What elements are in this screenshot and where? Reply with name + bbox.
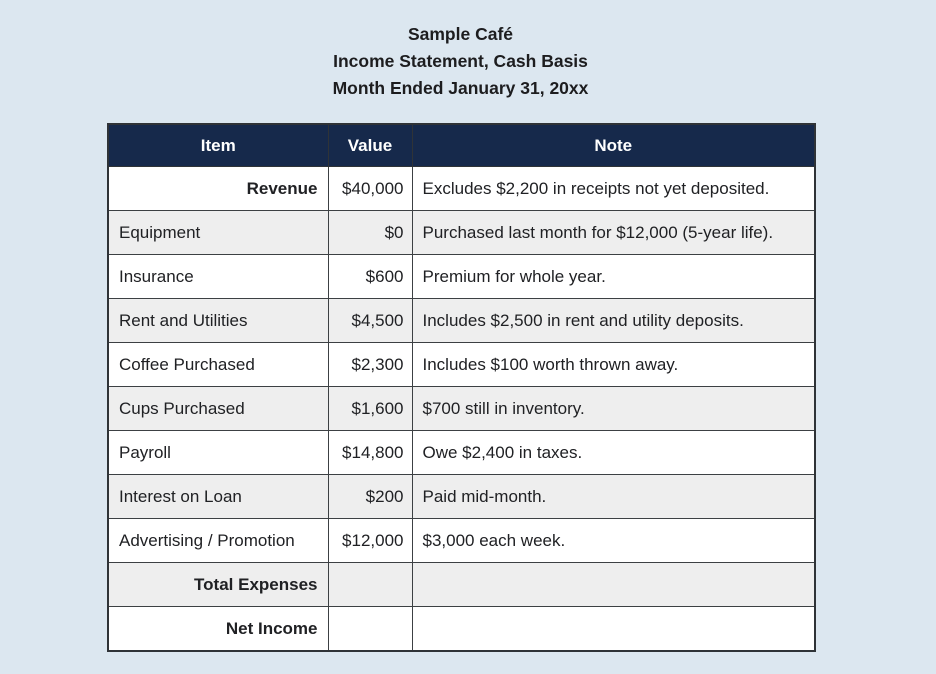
value-cell: $0 [327, 210, 413, 255]
title-period: Month Ended January 31, 20xx [332, 78, 589, 98]
table-row-equipment: Equipment $0 Purchased last month for $1… [107, 210, 816, 255]
table-header: Item Value Note [107, 123, 816, 167]
item-cell: Insurance [107, 254, 329, 299]
item-cell: Advertising / Promotion [107, 518, 329, 563]
table-row-coffee-purchased: Coffee Purchased $2,300 Includes $100 wo… [107, 342, 816, 387]
note-cell: $3,000 each week. [411, 518, 816, 563]
value-cell: $14,800 [327, 430, 413, 475]
value-cell [327, 562, 413, 607]
header-row: Item Value Note [107, 123, 816, 167]
table-body: Revenue $40,000 Excludes $2,200 in recei… [107, 166, 816, 652]
table-row-rent-utilities: Rent and Utilities $4,500 Includes $2,50… [107, 298, 816, 343]
income-statement-table: Item Value Note Revenue $40,000 Excludes… [107, 123, 816, 652]
table-row-total-expenses: Total Expenses [107, 562, 816, 607]
item-cell: Interest on Loan [107, 474, 329, 519]
value-cell [327, 606, 413, 652]
item-cell: Cups Purchased [107, 386, 329, 431]
title-company: Sample Café [407, 24, 514, 44]
table-row-revenue: Revenue $40,000 Excludes $2,200 in recei… [107, 166, 816, 211]
value-cell: $40,000 [327, 166, 413, 211]
item-cell: Equipment [107, 210, 329, 255]
note-cell: Excludes $2,200 in receipts not yet depo… [411, 166, 816, 211]
value-cell: $12,000 [327, 518, 413, 563]
table-row-payroll: Payroll $14,800 Owe $2,400 in taxes. [107, 430, 816, 475]
table-row-net-income: Net Income [107, 606, 816, 652]
item-cell: Net Income [107, 606, 329, 652]
note-cell [411, 606, 816, 652]
note-cell: Purchased last month for $12,000 (5-year… [411, 210, 816, 255]
document-title: Sample Café Income Statement, Cash Basis… [107, 21, 814, 102]
value-cell: $200 [327, 474, 413, 519]
column-header-value: Value [327, 123, 413, 167]
column-header-note: Note [411, 123, 816, 167]
value-cell: $600 [327, 254, 413, 299]
note-cell [411, 562, 816, 607]
value-cell: $4,500 [327, 298, 413, 343]
column-header-item: Item [107, 123, 329, 167]
item-cell: Payroll [107, 430, 329, 475]
table-row-insurance: Insurance $600 Premium for whole year. [107, 254, 816, 299]
note-cell: Includes $2,500 in rent and utility depo… [411, 298, 816, 343]
note-cell: Owe $2,400 in taxes. [411, 430, 816, 475]
table-row-advertising-promotion: Advertising / Promotion $12,000 $3,000 e… [107, 518, 816, 563]
table-row-cups-purchased: Cups Purchased $1,600 $700 still in inve… [107, 386, 816, 431]
item-cell: Rent and Utilities [107, 298, 329, 343]
item-cell: Coffee Purchased [107, 342, 329, 387]
note-cell: Premium for whole year. [411, 254, 816, 299]
table-row-interest-on-loan: Interest on Loan $200 Paid mid-month. [107, 474, 816, 519]
note-cell: Includes $100 worth thrown away. [411, 342, 816, 387]
value-cell: $2,300 [327, 342, 413, 387]
item-cell: Revenue [107, 166, 329, 211]
value-cell: $1,600 [327, 386, 413, 431]
note-cell: $700 still in inventory. [411, 386, 816, 431]
title-statement: Income Statement, Cash Basis [333, 51, 588, 71]
note-cell: Paid mid-month. [411, 474, 816, 519]
item-cell: Total Expenses [107, 562, 329, 607]
